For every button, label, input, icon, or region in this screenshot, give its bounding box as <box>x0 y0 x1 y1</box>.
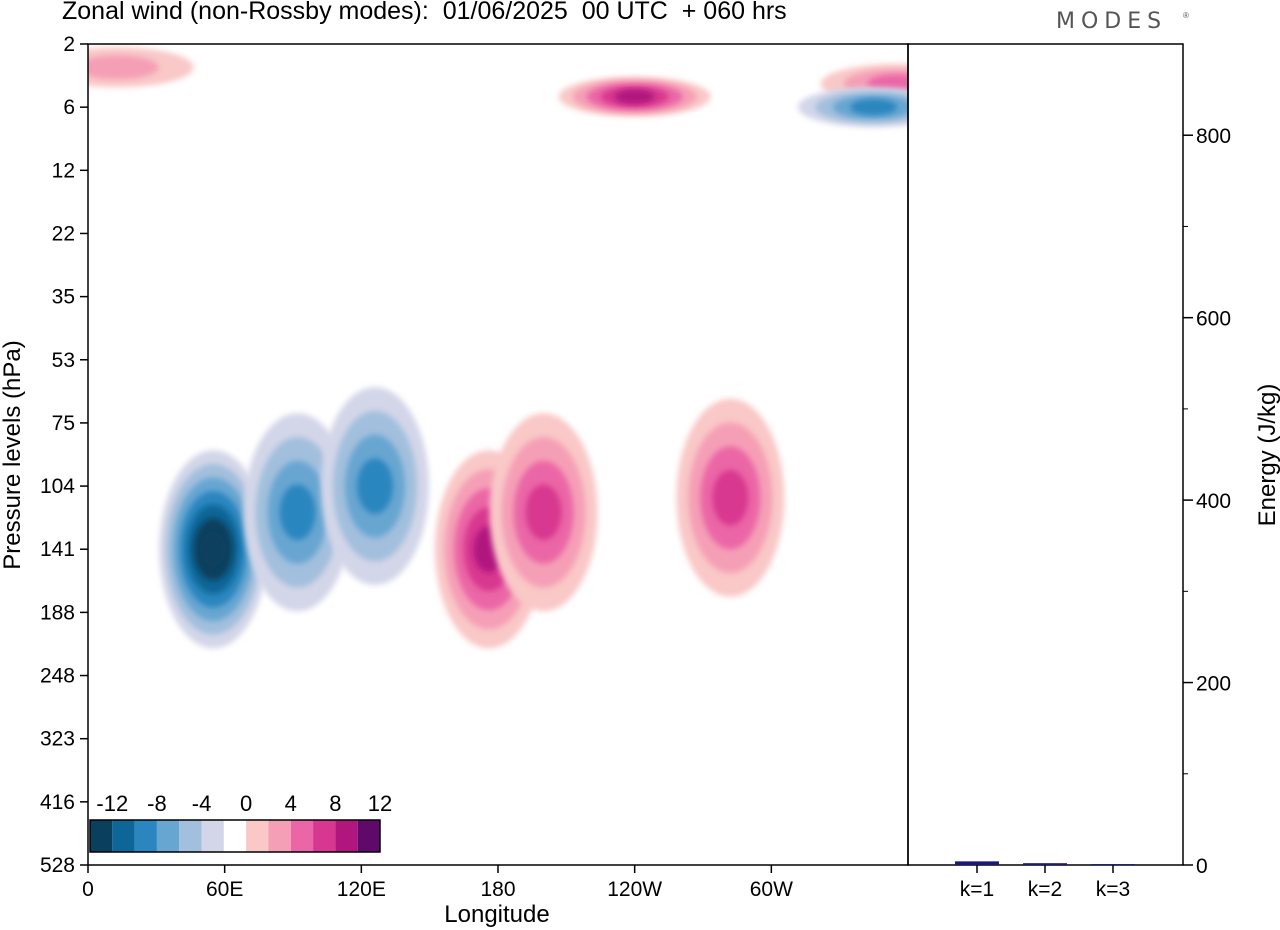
westerly-anomaly <box>676 398 785 597</box>
y-tick-label: 188 <box>40 601 75 624</box>
x-tick-label: 120E <box>337 878 386 901</box>
energy-tick-label: 800 <box>1196 125 1231 148</box>
colorbar-tick-label: 4 <box>285 791 297 816</box>
y-axis: 2 6 12 22 35 53 75 104 141 188 248 323 416 528 <box>40 33 88 877</box>
contour-level <box>614 89 655 104</box>
colorbar-swatch <box>246 820 269 852</box>
energy-bar-chart: 0 200 400 600 800 k=1 k=2 k=3 <box>955 125 1231 901</box>
colorbar-swatch <box>357 820 380 852</box>
colorbar-swatch <box>223 820 247 852</box>
colorbar-swatch <box>156 820 180 852</box>
contour-level <box>200 531 227 567</box>
energy-bar <box>1023 863 1067 865</box>
x-tick-label: 60E <box>206 878 243 901</box>
energy-category-label: k=2 <box>1028 878 1062 901</box>
contour-level <box>88 55 159 80</box>
colorbar-tick-label: 12 <box>368 791 392 816</box>
colorbar-swatch <box>90 820 113 852</box>
y-tick-label: 2 <box>63 33 75 56</box>
y-tick-label: 528 <box>40 854 75 877</box>
energy-bar <box>1091 864 1135 866</box>
y-tick-label: 35 <box>52 286 75 309</box>
westerly-anomaly <box>88 47 194 88</box>
easterly-anomaly <box>797 87 908 128</box>
energy-bar <box>955 861 999 865</box>
energy-tick-label: 0 <box>1196 855 1208 878</box>
y-tick-label: 12 <box>52 159 75 182</box>
colorbar-swatch <box>268 820 291 852</box>
energy-axis-title: Energy (J/kg) <box>1254 384 1280 527</box>
colorbar-tick-label: -8 <box>147 791 167 816</box>
colorbar-swatch <box>201 820 224 852</box>
colorbar-tick-label: 8 <box>329 791 341 816</box>
colorbar-tick-label: 0 <box>240 791 252 816</box>
contour-level <box>525 484 562 541</box>
y-tick-label: 416 <box>40 791 75 814</box>
x-axis-title: Longitude <box>444 901 549 928</box>
contour-level <box>279 484 316 541</box>
contour-level <box>357 458 393 514</box>
energy-panel-frame <box>907 43 1184 866</box>
y-tick-label: 104 <box>40 475 75 498</box>
energy-tick-label: 600 <box>1196 308 1231 331</box>
y-tick-label: 141 <box>40 538 75 561</box>
colorbar-swatch <box>179 820 202 852</box>
y-tick-label: 75 <box>52 412 75 435</box>
x-tick-label: 180 <box>480 878 515 901</box>
y-tick-label: 323 <box>40 728 75 751</box>
colorbar-tick-label: -4 <box>192 791 212 816</box>
x-tick-label: 120W <box>607 878 662 901</box>
westerly-anomaly <box>558 76 711 117</box>
y-axis-title: Pressure levels (hPa) <box>0 340 26 569</box>
x-tick-label: 0 <box>82 878 94 901</box>
y-tick-label: 6 <box>63 96 75 119</box>
westerly-anomaly <box>489 413 598 612</box>
brand-logo: MODES <box>1056 9 1168 34</box>
colorbar-swatch <box>290 820 314 852</box>
contour-level <box>712 469 749 526</box>
brand-registered-mark: ® <box>1183 11 1189 20</box>
zonal-wind-heatmap <box>88 47 908 649</box>
energy-tick-label: 200 <box>1196 673 1231 696</box>
colorbar: -12 -8 -4 0 4 8 12 <box>89 791 392 853</box>
colorbar-swatch <box>112 820 135 852</box>
colorbar-swatch <box>335 820 358 852</box>
x-tick-label: 60W <box>750 878 793 901</box>
chart-title: Zonal wind (non-Rossby modes): 01/06/202… <box>62 0 787 25</box>
colorbar-swatch <box>134 820 157 852</box>
x-axis: 0 60E 120E 180 120W 60W <box>82 865 793 901</box>
energy-category-label: k=3 <box>1096 878 1130 901</box>
y-tick-label: 53 <box>52 349 75 372</box>
easterly-anomaly <box>159 450 268 649</box>
energy-category-label: k=1 <box>960 878 994 901</box>
easterly-anomaly <box>321 387 429 586</box>
colorbar-swatch <box>313 820 336 852</box>
contour-level <box>850 99 898 116</box>
colorbar-tick-label: -12 <box>96 791 128 816</box>
y-tick-label: 248 <box>40 665 75 688</box>
energy-tick-label: 400 <box>1196 490 1231 513</box>
y-tick-label: 22 <box>52 222 75 245</box>
colorbar-frame <box>89 819 381 853</box>
